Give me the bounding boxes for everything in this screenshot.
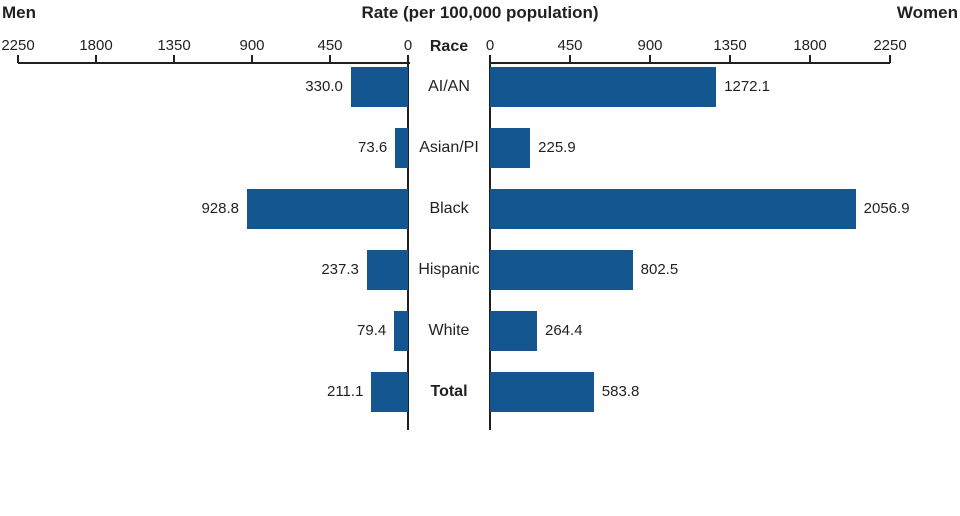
men-zero-baseline xyxy=(407,62,409,430)
right-series-header-women: Women xyxy=(896,3,958,22)
men-axis-tick xyxy=(173,55,175,63)
men-axis-tick-label: 1800 xyxy=(79,37,113,54)
women-axis-tick-label: 0 xyxy=(485,37,495,54)
men-axis-tick-label: 1350 xyxy=(157,37,191,54)
women-axis-tick xyxy=(649,55,651,63)
women-axis-tick xyxy=(729,55,731,63)
men-bar-aian xyxy=(350,67,408,107)
women-value-label: 2056.9 xyxy=(863,200,910,217)
race-label-asianpi: Asian/PI xyxy=(419,139,479,156)
women-value-label: 802.5 xyxy=(640,261,679,278)
race-axis-label: Race xyxy=(429,38,469,55)
women-axis-tick-label: 1350 xyxy=(713,37,747,54)
women-axis-tick-label: 450 xyxy=(557,37,583,54)
women-axis-tick-label: 900 xyxy=(637,37,663,54)
women-value-label: 225.9 xyxy=(538,139,576,156)
race-label-white: White xyxy=(428,322,470,339)
women-bar-aian xyxy=(490,67,717,107)
women-axis-tick xyxy=(889,55,891,63)
race-label-hispanic: Hispanic xyxy=(418,261,480,278)
women-axis-line xyxy=(489,62,890,64)
women-axis-tick xyxy=(569,55,571,63)
women-bar-total xyxy=(490,372,594,412)
men-bar-black xyxy=(247,189,408,229)
women-bar-asianpi xyxy=(490,128,531,168)
men-bar-white xyxy=(394,311,408,351)
chart-title: Rate (per 100,000 population) xyxy=(361,3,599,22)
women-value-label: 264.4 xyxy=(545,322,583,339)
women-bar-white xyxy=(490,311,537,351)
left-series-header-men: Men xyxy=(2,3,36,22)
men-bar-asianpi xyxy=(395,128,408,168)
men-value-label: 330.0 xyxy=(305,78,343,95)
race-label-black: Black xyxy=(429,200,469,217)
men-axis-tick-label: 0 xyxy=(403,37,413,54)
men-axis-tick xyxy=(95,55,97,63)
women-value-label: 1272.1 xyxy=(724,78,771,95)
race-label-total: Total xyxy=(430,383,468,400)
women-axis-tick xyxy=(489,55,491,63)
men-axis-tick-label: 2250 xyxy=(1,37,35,54)
men-axis-line xyxy=(18,62,410,64)
women-axis-tick-label: 1800 xyxy=(793,37,827,54)
women-axis-tick xyxy=(809,55,811,63)
men-value-label: 928.8 xyxy=(201,200,240,217)
men-bar-total xyxy=(371,372,408,412)
race-label-aian: AI/AN xyxy=(428,78,470,95)
men-axis-tick xyxy=(329,55,331,63)
men-axis-tick xyxy=(407,55,409,63)
women-bar-hispanic xyxy=(490,250,633,290)
men-axis-tick-label: 900 xyxy=(239,37,265,54)
men-value-label: 237.3 xyxy=(321,261,359,278)
men-axis-tick xyxy=(17,55,19,63)
men-value-label: 211.1 xyxy=(326,383,364,400)
men-value-label: 73.6 xyxy=(358,139,388,156)
women-value-label: 583.8 xyxy=(601,383,640,400)
women-bar-black xyxy=(490,189,856,229)
women-axis-tick-label: 2250 xyxy=(873,37,907,54)
men-value-label: 79.4 xyxy=(357,322,387,339)
men-bar-hispanic xyxy=(366,250,408,290)
men-axis-tick xyxy=(251,55,253,63)
men-axis-tick-label: 450 xyxy=(317,37,343,54)
women-zero-baseline xyxy=(489,62,491,430)
